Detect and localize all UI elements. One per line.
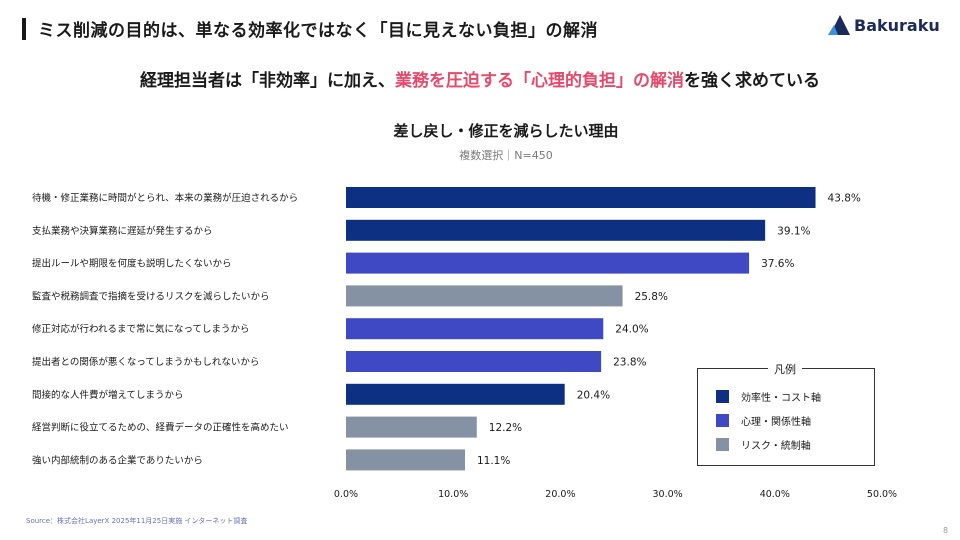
legend-label-efficiency: 効率性・コスト軸 (741, 393, 821, 404)
data-label: 12.2% (489, 422, 522, 434)
x-tick-label: 20.0% (545, 489, 575, 500)
subheadline-part-3: を強く求めている (684, 71, 820, 91)
category-label: 提出ルールや期限を何度も説明したくないから (32, 258, 232, 270)
legend-swatch-psychology (716, 414, 729, 427)
category-label: 経営判断に役立てるための、経費データの正確性を高めたい (32, 422, 289, 434)
category-label: 提出者との関係が悪くなってしまうかもしれないから (32, 356, 259, 368)
chart-subtitle: 複数選択｜N=450 (459, 149, 553, 162)
page-title: ミス削減の目的は、単なる効率化ではなく「目に見えない負担」の解消 (38, 21, 598, 41)
bar (346, 383, 565, 405)
data-label: 23.8% (613, 357, 646, 369)
category-label: 間接的な人件費が増えてしまうから (32, 389, 184, 401)
data-label: 11.1% (477, 455, 510, 467)
source-note: Source：株式会社LayerX 2025年11月25日実施 インターネット調… (26, 517, 248, 525)
subheadline-accent: 業務を圧迫する「心理的負担」の解消 (395, 71, 684, 91)
data-label: 37.6% (761, 258, 794, 270)
page-number: 8 (943, 526, 949, 535)
legend-item-efficiency: 効率性・コスト軸 (716, 389, 821, 404)
legend-label-risk: リスク・統制軸 (741, 441, 811, 452)
x-tick-label: 0.0% (334, 489, 358, 500)
bakuraku-logo-icon (828, 15, 850, 35)
subheadline: 経理担当者は「非効率」に加え、業務を圧迫する「心理的負担」の解消を強く求めている (0, 66, 960, 91)
data-label: 20.4% (577, 389, 610, 401)
data-label: 25.8% (635, 291, 668, 303)
logo-text: Bakuraku (854, 15, 940, 35)
x-tick-label: 10.0% (438, 489, 468, 500)
subheadline-part-1: 経理担当者は「非効率」に加え、 (140, 71, 395, 91)
category-label: 監査や税務調査で指摘を受けるリスクを減らしたいから (32, 290, 270, 302)
data-label: 43.8% (828, 193, 861, 205)
legend-label-psychology: 心理・関係性軸 (741, 417, 811, 428)
legend-title: 凡例 (768, 361, 802, 377)
category-label: 強い内部統制のある企業でありたいから (32, 454, 203, 466)
category-label: 支払業務や決算業務に遅延が発生するから (32, 225, 213, 237)
bakuraku-logo: Bakuraku (826, 15, 940, 35)
bar (346, 416, 477, 438)
legend-item-psychology: 心理・関係性軸 (716, 413, 811, 428)
bar (346, 219, 766, 241)
bar (346, 285, 623, 307)
bar (346, 318, 604, 340)
category-label: 待機・修正業務に時間がとられ、本来の業務が圧迫されるから (32, 192, 298, 204)
x-tick-label: 30.0% (653, 489, 683, 500)
bar (346, 351, 602, 372)
header-accent-bar (22, 18, 26, 40)
legend-swatch-risk (716, 438, 729, 451)
bar (346, 252, 750, 274)
data-label: 39.1% (777, 225, 810, 237)
legend-item-risk: リスク・統制軸 (716, 437, 811, 452)
bar (346, 187, 816, 208)
category-label: 修正対応が行われるまで常に気になってしまうから (32, 323, 250, 335)
chart-title: 差し戻し・修正を減らしたい理由 (393, 122, 619, 140)
legend: 凡例 効率性・コスト軸 心理・関係性軸 リスク・統制軸 (697, 361, 875, 466)
legend-swatch-efficiency (716, 390, 729, 403)
x-tick-label: 40.0% (760, 489, 790, 500)
data-label: 24.0% (615, 324, 648, 336)
bar (346, 449, 465, 471)
x-tick-label: 50.0% (867, 489, 897, 500)
